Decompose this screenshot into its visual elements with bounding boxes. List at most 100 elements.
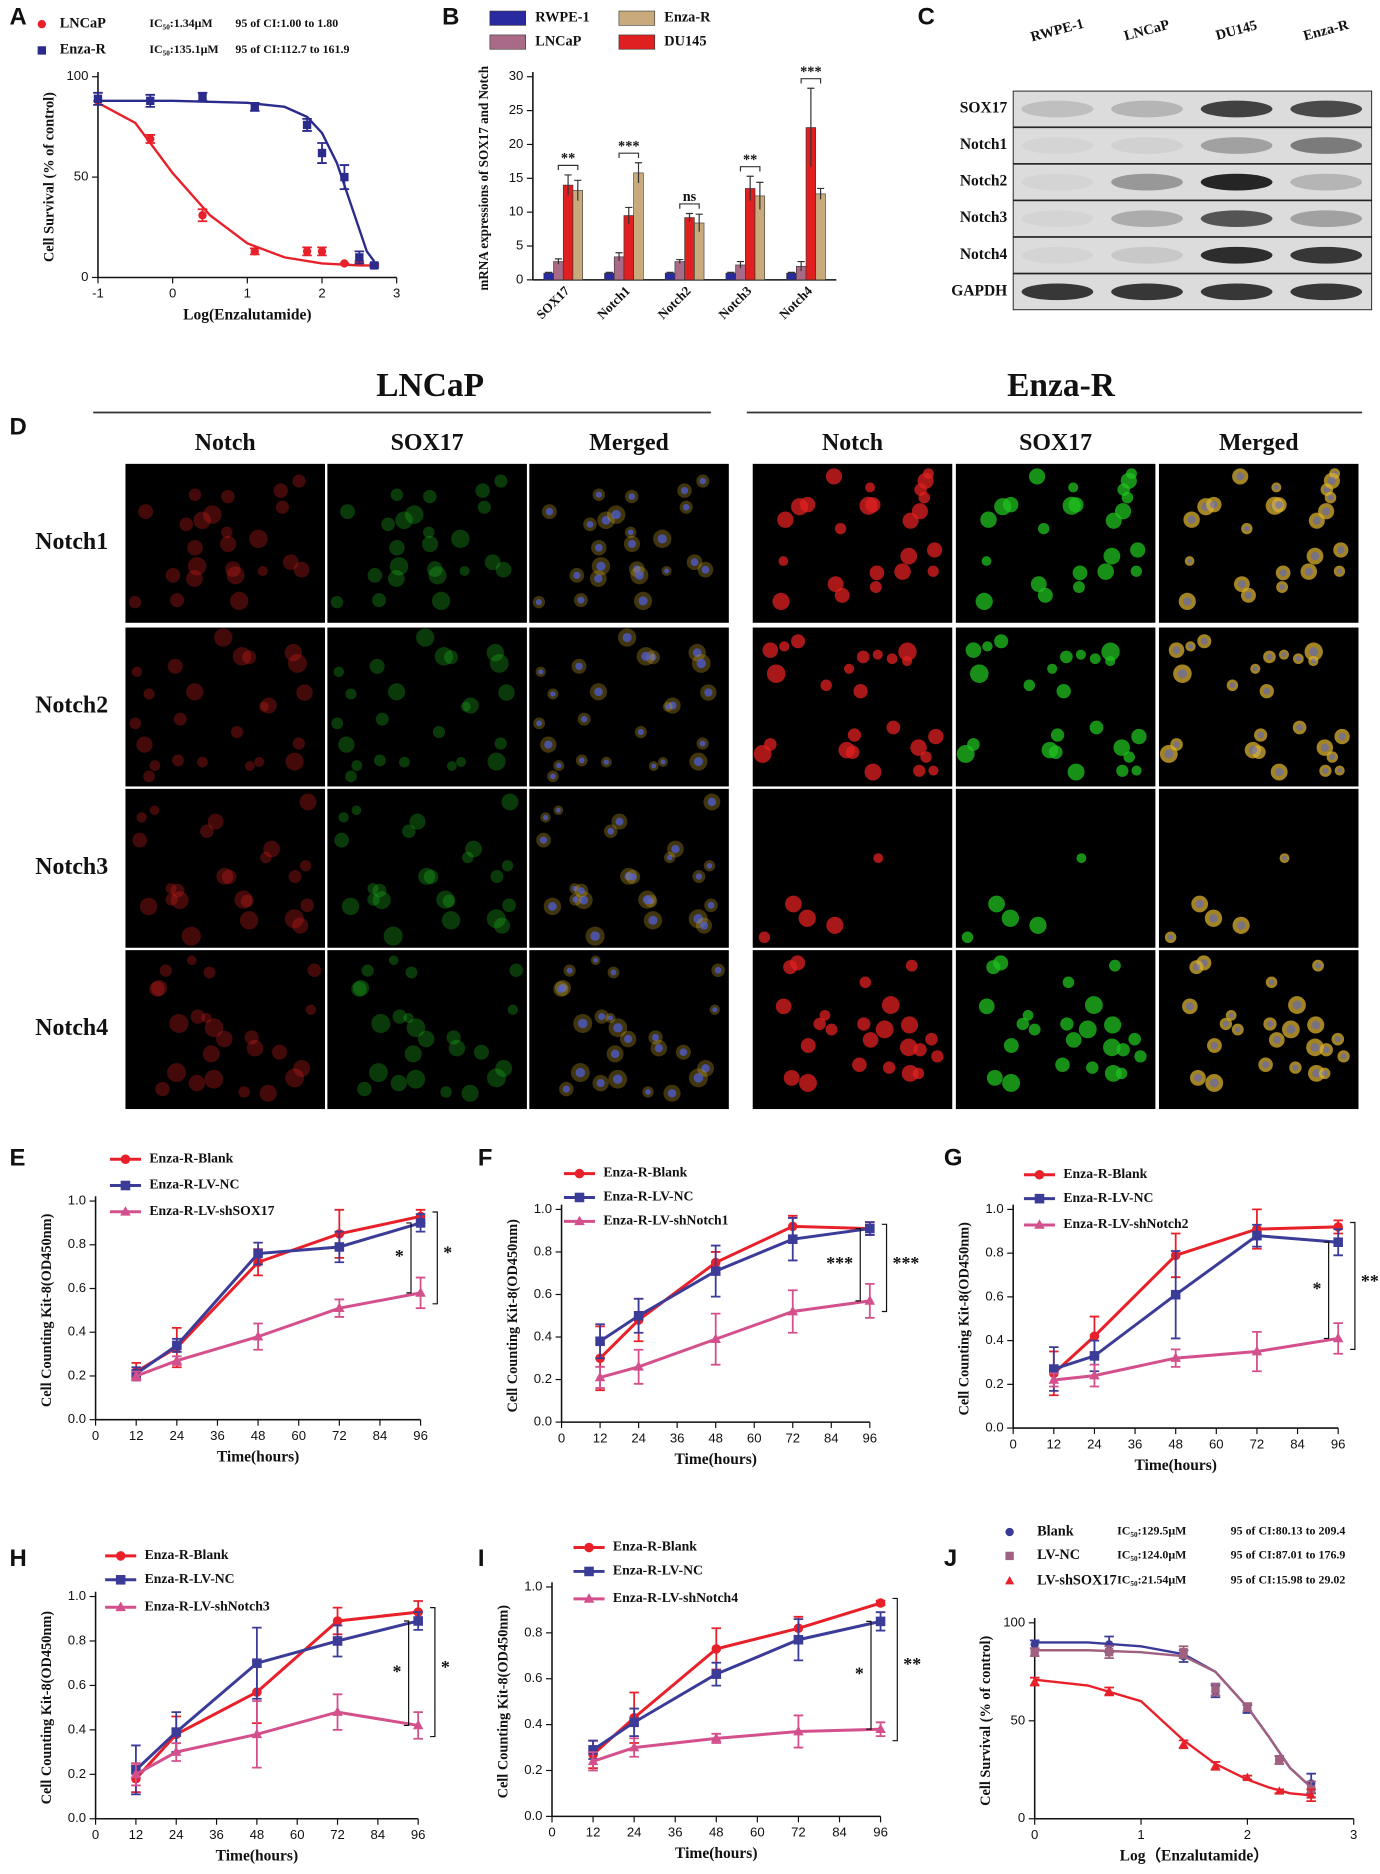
x-tick-label: 0 — [169, 286, 176, 301]
cell — [375, 712, 389, 726]
cell — [172, 754, 184, 767]
marker — [587, 1755, 599, 1766]
x-tick-label: -1 — [92, 286, 104, 301]
cell — [431, 591, 451, 611]
cell — [853, 684, 868, 699]
cell — [428, 566, 447, 585]
x-tick-label: 0 — [92, 1428, 99, 1443]
marker — [1104, 1686, 1114, 1695]
nucleus — [692, 648, 702, 657]
significance: * — [393, 1661, 402, 1681]
nucleus — [578, 757, 585, 764]
marker — [710, 1266, 721, 1276]
cell — [886, 720, 901, 735]
cell — [1121, 491, 1134, 504]
marker — [1034, 1169, 1045, 1180]
nucleus — [1228, 1012, 1234, 1019]
x-tick-label: 60 — [1209, 1436, 1224, 1451]
legend-label: Enza-R-Blank — [149, 1150, 233, 1165]
cell — [273, 483, 288, 498]
cell — [351, 805, 362, 816]
cell — [149, 981, 165, 997]
significance-bracket — [800, 78, 822, 84]
cell — [367, 568, 383, 583]
cell — [847, 728, 862, 742]
cell — [446, 761, 457, 771]
nucleus — [1266, 1020, 1274, 1028]
nucleus — [695, 873, 703, 880]
nucleus — [1320, 743, 1329, 752]
cell — [341, 897, 360, 916]
cell — [783, 960, 798, 975]
cell — [1068, 482, 1079, 493]
nucleus — [555, 807, 561, 813]
column-header: SOX17 — [391, 430, 464, 456]
nucleus — [1187, 515, 1196, 524]
error-bar — [685, 212, 694, 222]
nucleus — [1336, 568, 1343, 575]
x-axis-label: Log（Enzalutamide） — [1120, 1847, 1269, 1865]
error-bar — [564, 174, 572, 196]
y-axis-label: Cell Counting Kit-8(OD450nm) — [957, 1222, 973, 1416]
cell — [986, 960, 1001, 975]
micrograph — [529, 950, 729, 1110]
cell — [417, 1030, 435, 1048]
cell — [913, 1043, 927, 1057]
cell — [1113, 739, 1130, 756]
marker — [628, 1741, 640, 1752]
nucleus — [696, 658, 706, 669]
nucleus — [1261, 1061, 1270, 1069]
cell — [260, 697, 277, 714]
x-tick-label: 12 — [129, 1827, 144, 1842]
micrograph — [1158, 788, 1359, 948]
nucleus — [1222, 1020, 1229, 1028]
y-tick-label: 0.8 — [68, 1236, 86, 1251]
cell — [857, 1017, 871, 1031]
legend-label: Enza-R-LV-NC — [145, 1571, 235, 1586]
micrograph — [1158, 950, 1359, 1110]
cell — [838, 741, 855, 759]
blot-band — [1200, 283, 1273, 301]
nucleus — [607, 827, 615, 835]
significance: *** — [800, 64, 822, 80]
x-tick-label: 72 — [1250, 1436, 1265, 1451]
nucleus — [1315, 962, 1321, 969]
significance: * — [395, 1246, 404, 1266]
cell — [409, 813, 426, 830]
cell — [1041, 741, 1059, 759]
cell — [132, 832, 148, 848]
legend-label: Enza-R-LV-shNotch1 — [603, 1213, 728, 1228]
significance: * — [441, 1657, 450, 1677]
y-tick-label: 0.4 — [985, 1332, 1003, 1347]
nucleus — [596, 561, 606, 571]
blot-band — [1200, 100, 1273, 118]
cell — [300, 898, 314, 913]
marker — [787, 1234, 798, 1244]
significance: ** — [561, 151, 575, 167]
marker — [711, 1732, 722, 1743]
x-tick-label: 24 — [631, 1430, 646, 1445]
cell — [203, 505, 222, 524]
cell — [345, 688, 357, 700]
x-axis-label: Time(hours) — [216, 1848, 298, 1865]
cell — [334, 832, 349, 848]
cell — [404, 505, 424, 524]
marker — [412, 1719, 424, 1730]
column-header: SOX17 — [1019, 430, 1092, 456]
marker — [317, 148, 327, 158]
cell — [179, 517, 193, 532]
cell — [165, 568, 181, 583]
cell — [143, 688, 155, 700]
cell — [865, 482, 876, 493]
marker — [574, 1215, 585, 1226]
x-tick-label: 72 — [330, 1827, 345, 1842]
cell — [292, 474, 306, 488]
micrograph — [752, 950, 953, 1110]
cell — [1116, 1043, 1130, 1057]
significance: * — [855, 1663, 864, 1683]
x-tick-label: 24 — [169, 1827, 184, 1842]
cell — [762, 642, 779, 658]
nucleus — [1310, 658, 1316, 664]
cell — [931, 1050, 944, 1063]
legend-label: Enza-R-LV-NC — [1063, 1190, 1153, 1205]
